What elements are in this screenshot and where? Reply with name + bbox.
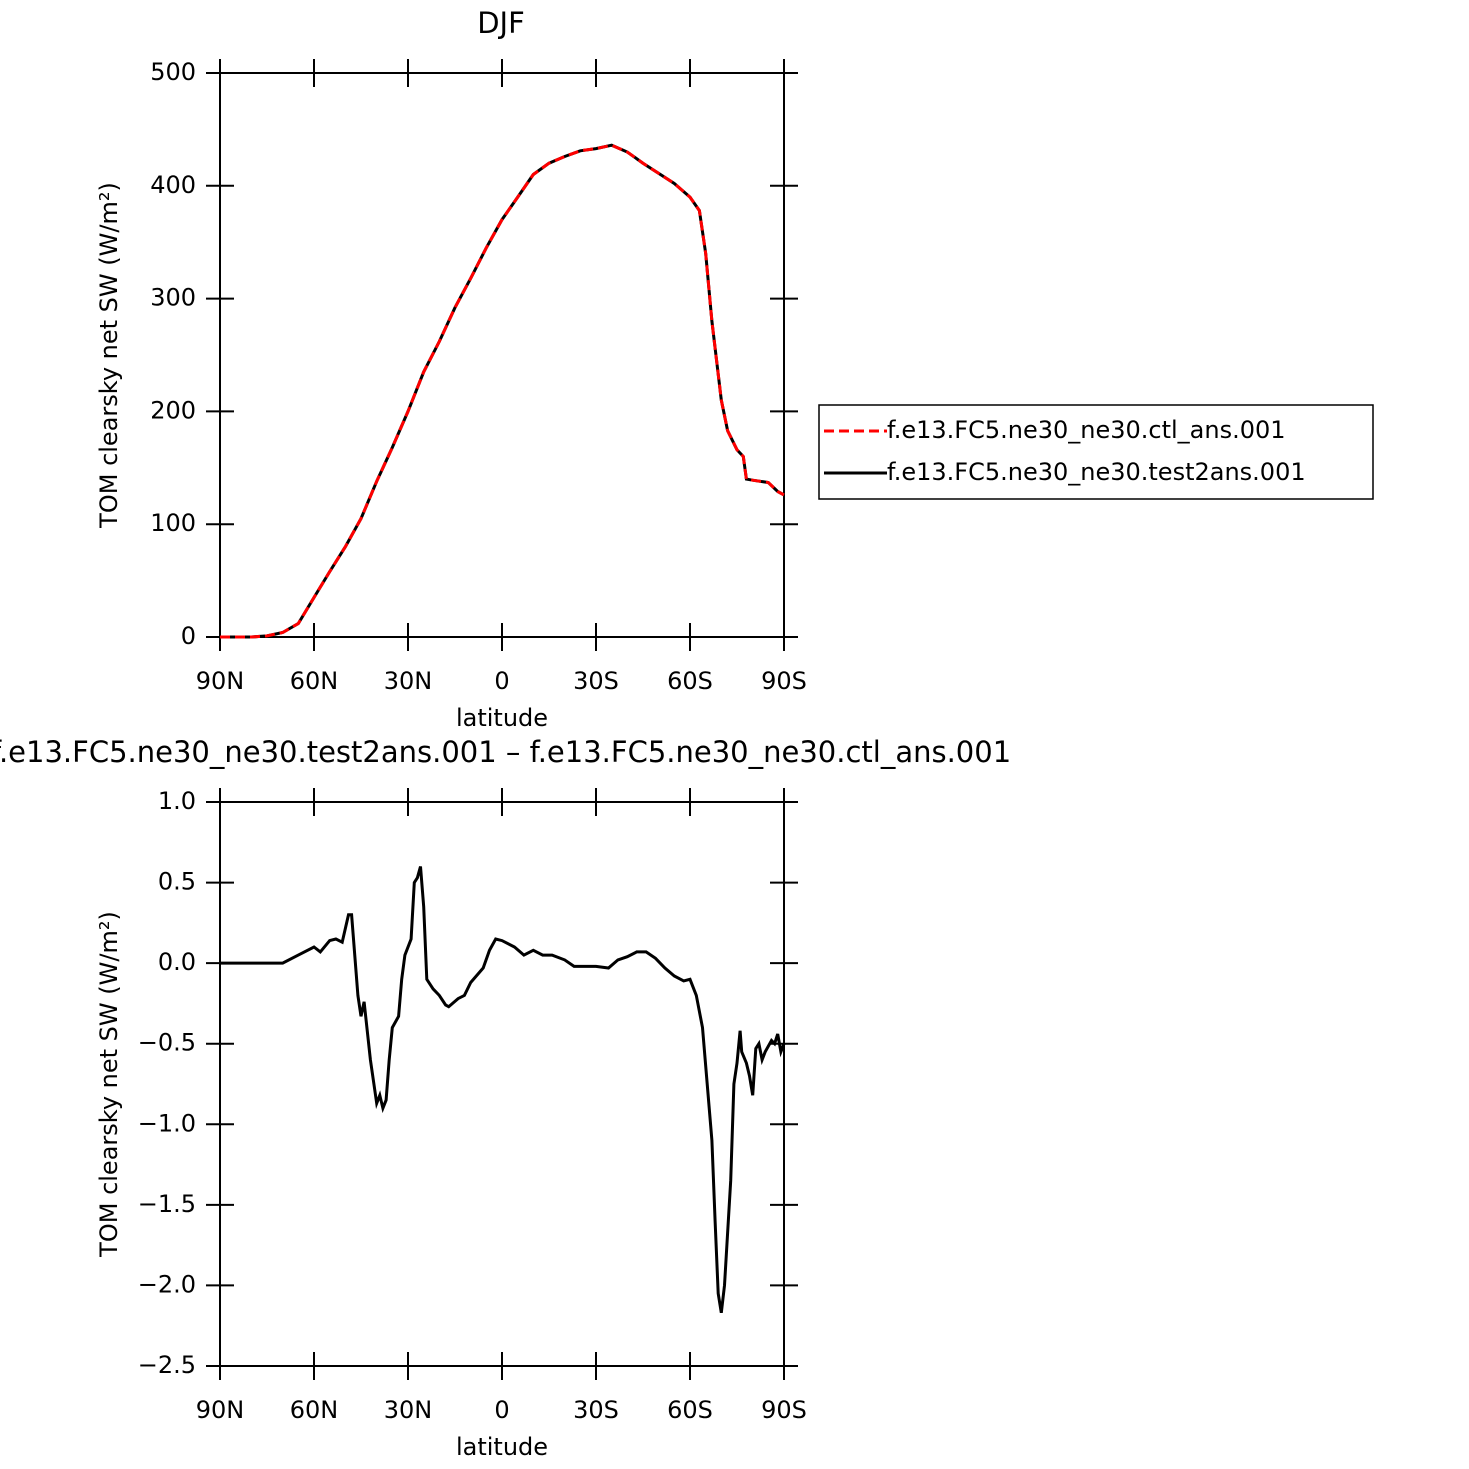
y-tick-label: −2.5 <box>138 1351 196 1379</box>
x-tick-label: 60N <box>290 667 339 695</box>
y-tick-label: −0.5 <box>138 1029 196 1057</box>
x-tick-label: 30S <box>573 667 619 695</box>
plot-frame <box>219 72 785 638</box>
x-tick-label: 60S <box>667 667 713 695</box>
x-tick-label: 30S <box>573 1396 619 1424</box>
x-tick-label: 90S <box>761 667 807 695</box>
plot-frame <box>219 801 785 1367</box>
legend-label: f.e13.FC5.ne30_ne30.ctl_ans.001 <box>887 416 1286 444</box>
x-tick-label: 60N <box>290 1396 339 1424</box>
legend-label: f.e13.FC5.ne30_ne30.test2ans.001 <box>887 458 1306 486</box>
data-line <box>220 866 786 1314</box>
y-tick-label: −2.0 <box>138 1270 196 1298</box>
x-tick-label: 90N <box>196 667 245 695</box>
y-axis-label: TOM clearsky net SW (W/m²) <box>95 182 123 529</box>
x-tick-label: 90S <box>761 1396 807 1424</box>
y-tick-label: 1.0 <box>158 787 196 815</box>
x-tick-label: 0 <box>494 667 509 695</box>
x-tick-label: 30N <box>384 1396 433 1424</box>
x-axis-label: latitude <box>456 704 548 732</box>
chart-title: DJF <box>477 6 525 40</box>
data-line <box>220 143 785 639</box>
y-tick-label: 0 <box>181 622 196 650</box>
legend-box <box>818 404 1374 500</box>
y-tick-label: −1.0 <box>138 1109 196 1137</box>
y-tick-label: 200 <box>150 396 196 424</box>
y-tick-label: −1.5 <box>138 1190 196 1218</box>
y-tick-label: 400 <box>150 171 196 199</box>
x-axis-label: latitude <box>456 1433 548 1461</box>
x-tick-label: 60S <box>667 1396 713 1424</box>
y-tick-label: 100 <box>150 509 196 537</box>
y-tick-label: 0.5 <box>158 868 196 896</box>
x-tick-label: 30N <box>384 667 433 695</box>
y-axis-label: TOM clearsky net SW (W/m²) <box>95 911 123 1258</box>
x-tick-label: 90N <box>196 1396 245 1424</box>
chart-title: f.e13.FC5.ne30_ne30.test2ans.001 – f.e13… <box>0 735 1011 769</box>
y-tick-label: 300 <box>150 284 196 312</box>
x-tick-label: 0 <box>494 1396 509 1424</box>
y-tick-label: 500 <box>150 58 196 86</box>
y-tick-label: 0.0 <box>158 948 196 976</box>
